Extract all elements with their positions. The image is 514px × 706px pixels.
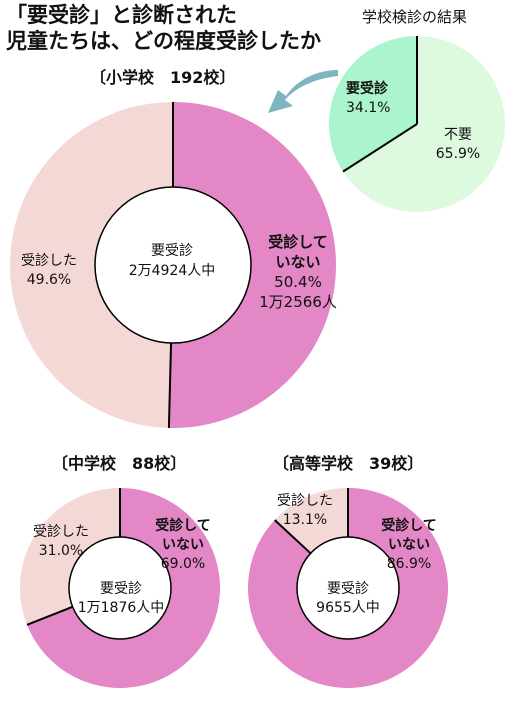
high-school-visited-text: 受診した (277, 493, 333, 509)
arrow-shape (268, 70, 338, 113)
junior-high-label-not-visited: 受診して いない 69.0% (143, 517, 223, 574)
elementary-not-visited-count: 1万2566人 (259, 293, 337, 311)
slice-divider (342, 123, 418, 173)
elementary-center-line2: 2万4924人中 (128, 263, 216, 279)
high-school-not-visited-line2: いない (388, 537, 430, 553)
high-school-not-visited-pct: 86.9% (386, 556, 432, 572)
elementary-chart-title: 〔小学校 192校〕 (90, 68, 236, 87)
slice-not-needed (342, 36, 505, 212)
slice-divider (273, 519, 312, 555)
high-school-center-line1: 要受診 (327, 581, 369, 597)
slice-visited (10, 102, 173, 428)
high-school-chart-title: 〔高等学校 39校〕 (273, 454, 424, 473)
donut-hole (94, 186, 252, 344)
junior-high-chart-title: 〔中学校 88校〕 (52, 454, 187, 473)
high-school-not-visited-line1: 受診して (381, 518, 437, 534)
junior-high-center-line1: 要受診 (100, 581, 142, 597)
elementary-label-visited: 受診した 49.6% (14, 252, 84, 290)
junior-high-label-visited: 受診した 31.0% (26, 523, 96, 561)
school-checkup-pie (329, 36, 505, 212)
junior-high-not-visited-pct: 69.0% (160, 556, 206, 572)
elementary-not-visited-line1: 受診して (268, 233, 328, 251)
elementary-visited-pct: 49.6% (26, 272, 72, 288)
checkup-not-needed-text: 不要 (444, 127, 472, 143)
high-school-visited-pct: 13.1% (282, 512, 328, 528)
junior-high-center-line2: 1万1876人中 (77, 600, 165, 616)
slice-divider (167, 342, 173, 428)
elementary-visited-text: 受診した (21, 253, 77, 269)
elementary-center-label: 要受診 2万4924人中 (112, 241, 232, 281)
junior-high-not-visited-line2: いない (162, 537, 204, 553)
school-checkup-chart-title: 学校検診の結果 (362, 8, 468, 26)
high-school-label-not-visited: 受診して いない 86.9% (369, 517, 449, 574)
headline: 「要受診」と診断された 児童たちは、どの程度受診したか (6, 2, 321, 54)
checkup-label-need: 要受診 34.1% (346, 80, 416, 118)
headline-line-2: 児童たちは、どの程度受診したか (6, 29, 321, 53)
slice-divider (26, 605, 73, 626)
checkup-not-needed-pct: 65.9% (435, 146, 481, 162)
high-school-center-label: 要受診 9655人中 (300, 580, 396, 618)
checkup-need-pct: 34.1% (346, 100, 391, 116)
junior-high-not-visited-line1: 受診して (155, 518, 211, 534)
elementary-not-visited-line2: いない (275, 253, 321, 271)
high-school-donut (247, 488, 448, 689)
high-school-label-visited: 受診した 13.1% (270, 492, 340, 530)
junior-high-donut (20, 488, 221, 689)
junior-high-visited-pct: 31.0% (38, 543, 84, 559)
checkup-label-not-needed: 不要 65.9% (428, 126, 488, 164)
high-school-center-line2: 9655人中 (316, 600, 380, 616)
headline-line-1: 「要受診」と診断された (6, 3, 237, 27)
elementary-label-not-visited: 受診して いない 50.4% 1万2566人 (248, 232, 348, 312)
junior-high-center-label: 要受診 1万1876人中 (66, 580, 176, 618)
elementary-not-visited-pct: 50.4% (274, 273, 322, 291)
pointer-arrow (268, 70, 338, 113)
donut-hole (296, 536, 400, 640)
slice-not-visited (168, 102, 337, 429)
checkup-need-text: 要受診 (346, 81, 388, 97)
elementary-donut (10, 102, 337, 429)
elementary-center-line1: 要受診 (151, 243, 193, 259)
junior-high-visited-text: 受診した (33, 524, 89, 540)
donut-hole (68, 536, 172, 640)
